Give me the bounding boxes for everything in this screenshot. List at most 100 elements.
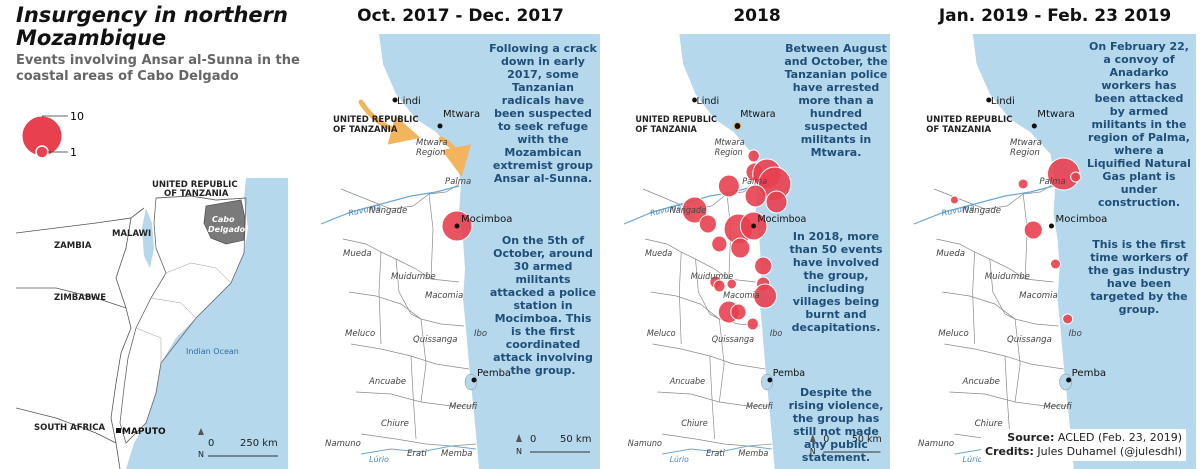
panel-1-annotation-2: On the 5th of October, around 30 armed m… <box>489 234 597 377</box>
map-label-lindi: Lindi <box>696 96 719 107</box>
map-label-namuno: Namuno <box>628 438 662 448</box>
map-label-ibo: Ibo <box>1069 329 1082 339</box>
map-label-quissanga: Quissanga <box>413 335 458 345</box>
city-marker <box>986 97 992 103</box>
city-marker <box>751 223 757 229</box>
map-label-chiure: Chiure <box>681 418 707 428</box>
event-marker <box>713 279 726 293</box>
credits-label: Credits: <box>985 445 1034 458</box>
panel-3-annotation-2: This is the first time workers of the ga… <box>1088 238 1190 316</box>
event-marker <box>1070 171 1082 183</box>
overview-cabo-label-2: Delgado <box>208 225 246 234</box>
lurio-river <box>360 445 477 455</box>
land <box>321 34 479 469</box>
panel-2-annotation-1: Between August and October, the Tanzania… <box>784 42 888 159</box>
map-label-namuno: Namuno <box>918 439 954 449</box>
map-label-nangade: Nangade <box>963 206 1002 216</box>
map-label-mtwara: Mtwara <box>1037 109 1074 120</box>
event-marker <box>681 196 708 224</box>
map-label-ibo: Ibo <box>474 329 487 339</box>
legend-circle-small <box>35 145 49 159</box>
event-marker <box>730 303 747 321</box>
map-label-tanzania-1: OF TANZANIA <box>926 125 991 135</box>
land <box>624 34 775 469</box>
map-label-lurio: Lúrio <box>670 455 689 464</box>
overview-scale-label: 250 km <box>240 438 278 449</box>
source-text: ACLED (Feb. 23, 2019) <box>1057 431 1182 444</box>
city-marker <box>437 123 443 129</box>
source-label: Source: <box>1007 431 1055 444</box>
city-marker <box>454 223 460 229</box>
overview-south-africa-label: SOUTH AFRICA <box>34 423 105 433</box>
map-label-mueda: Mueda <box>343 249 372 259</box>
map-label-ibo: Ibo <box>770 328 782 338</box>
cabo-delgado-region <box>203 199 246 245</box>
map-label-mtwara: Mtwara <box>740 109 775 120</box>
map-label-mtwara_region-1: Region <box>416 148 445 158</box>
panel-2-annotation-2: In 2018, more than 50 events have involv… <box>789 230 883 334</box>
map-label-tanzania-0: UNITED REPUBLIC <box>333 115 419 125</box>
migration-arrow <box>358 99 421 145</box>
event-marker <box>1023 220 1043 240</box>
event-marker <box>747 149 760 163</box>
event-markers <box>949 157 1082 325</box>
panel-1-map: UNITED REPUBLIC OF TANZANIA Lindi Mtwara Mtw… <box>321 34 600 469</box>
map-label-pemba: Pemba <box>773 368 805 379</box>
map-label-muidumbe: Muidumbe <box>691 271 734 281</box>
credits-box: Source: ACLED (Feb. 23, 2019) Credits: J… <box>981 429 1186 461</box>
main-subtitle: Events involving Ansar al-Sunna in the c… <box>16 53 300 84</box>
overview-indian-ocean-label: Indian Ocean <box>186 347 239 356</box>
ruvuma-river <box>914 185 1054 225</box>
map-label-memba: Memba <box>441 449 472 459</box>
map-label-mtwara: Mtwara <box>443 109 480 120</box>
map-label-chiure: Chiure <box>975 419 1003 429</box>
event-marker <box>717 174 740 198</box>
legend-min-label: 1 <box>70 146 77 159</box>
map-label-nangade: Nangade <box>670 205 706 215</box>
map-label-macomia: Macomia <box>425 291 463 301</box>
map-label-macomia: Macomia <box>1019 291 1058 301</box>
panel-3-map: UNITED REPUBLIC OF TANZANIA Lindi Mtwara Mtw… <box>914 34 1196 469</box>
panel-3-annotation-1: On February 22, a convoy of Anadarko wor… <box>1087 40 1191 209</box>
event-marker <box>1062 313 1074 325</box>
north-label: N <box>516 447 522 456</box>
map-label-lindi: Lindi <box>397 96 421 107</box>
map-label-tanzania-0: UNITED REPUBLIC <box>926 115 1012 125</box>
map-label-macomia: Macomia <box>723 290 759 300</box>
north-label: N <box>810 447 816 456</box>
map-label-quissanga: Quissanga <box>1007 335 1052 345</box>
city-marker <box>471 377 477 383</box>
event-marker <box>1017 178 1029 190</box>
map-label-nangade: Nangade <box>369 206 407 216</box>
event-marker <box>726 278 737 290</box>
event-marker <box>949 195 959 205</box>
panel-1-title: Oct. 2017 - Dec. 2017 <box>357 6 564 26</box>
main-title: Insurgency in northern Mozambique <box>16 3 288 50</box>
map-label-muidumbe: Muidumbe <box>985 272 1030 282</box>
event-marker <box>711 235 728 253</box>
city-marker <box>767 377 773 383</box>
map-label-ancuabe: Ancuabe <box>368 377 406 387</box>
overview-zambia-label: ZAMBIA <box>54 241 92 251</box>
scale-label: 50 km <box>560 434 591 445</box>
map-label-mocimboa: Mocimboa <box>1056 214 1108 225</box>
panel-2-annotation-3: Despite the rising violence, the group h… <box>788 386 884 464</box>
map-label-tanzania-1: OF TANZANIA <box>333 125 398 135</box>
map-label-ancuabe: Ancuabe <box>962 377 1000 387</box>
map-label-lindi: Lindi <box>991 96 1015 107</box>
land <box>914 34 1074 469</box>
legend-max-label: 10 <box>70 112 84 123</box>
map-label-mecufi: Mecufi <box>1043 402 1072 412</box>
panel-1-annotation-1: Following a crack down in early 2017, so… <box>489 42 597 185</box>
map-label-mtwara_region-0: Mtwara <box>715 137 745 147</box>
map-label-lurio: Lúrio <box>369 455 389 464</box>
map-label-muidumbe: Muidumbe <box>391 272 436 282</box>
city-marker <box>1031 123 1037 129</box>
map-label-memba: Memba <box>738 448 768 458</box>
map-label-palma: Palma <box>742 176 767 186</box>
credits-text: Jules Duhamel (@julesdhl) <box>1037 445 1182 458</box>
map-label-mueda: Mueda <box>936 249 965 259</box>
migration-arrow <box>438 136 471 177</box>
overview-north-label: N <box>198 450 204 459</box>
